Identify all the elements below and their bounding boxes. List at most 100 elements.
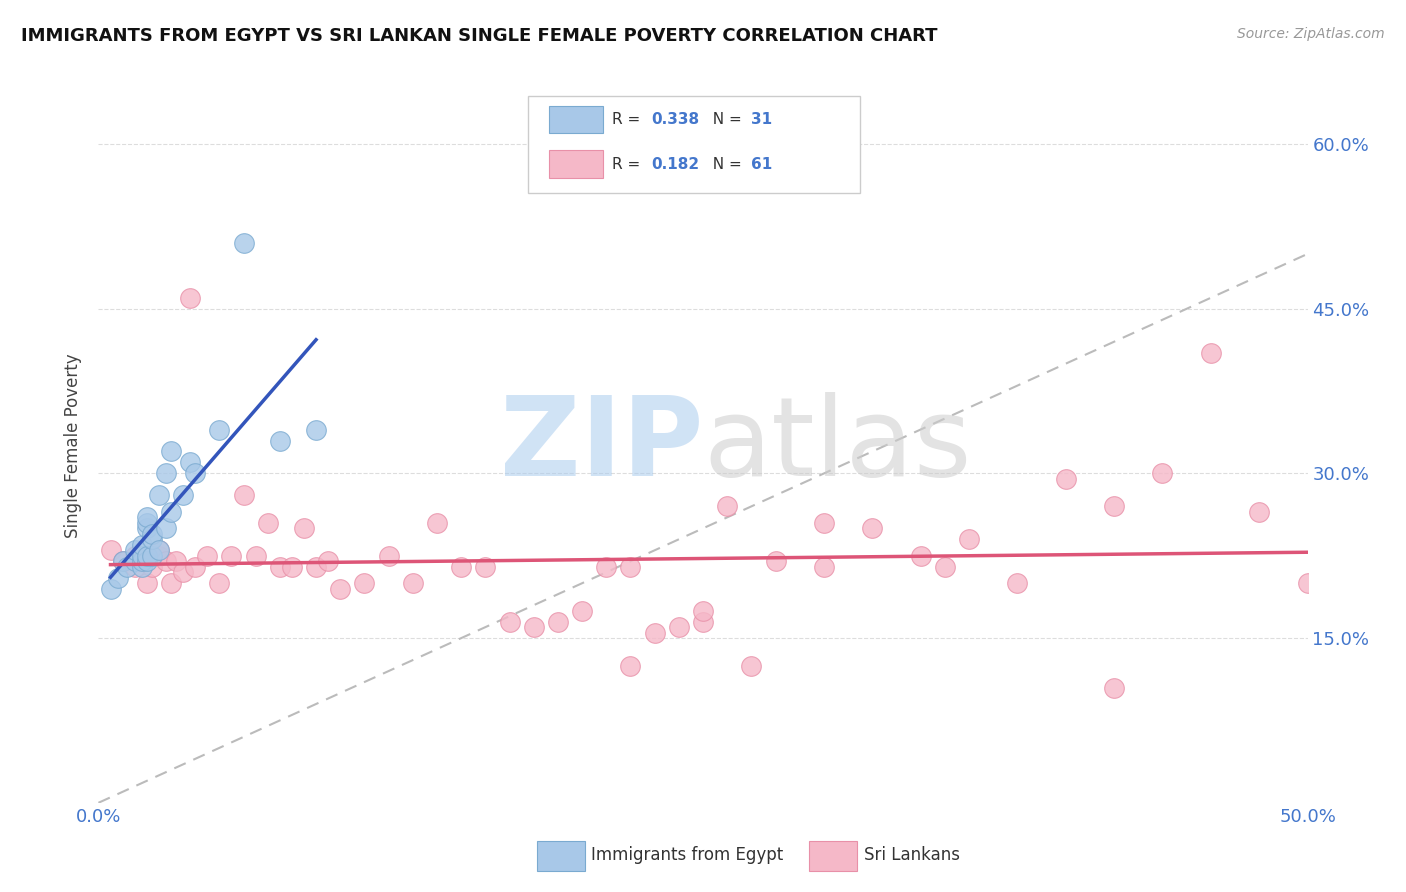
- Point: [124, 559, 146, 574]
- Point: [208, 423, 231, 437]
- Point: [571, 604, 593, 618]
- Point: [221, 549, 243, 563]
- Point: [1102, 681, 1125, 695]
- Point: [1199, 345, 1222, 359]
- Text: N =: N =: [703, 112, 747, 128]
- Point: [148, 549, 170, 563]
- Point: [716, 500, 738, 514]
- Point: [124, 554, 146, 568]
- Point: [619, 559, 641, 574]
- Point: [450, 559, 472, 574]
- Point: [172, 488, 194, 502]
- Text: 0.338: 0.338: [651, 112, 699, 128]
- Point: [305, 423, 328, 437]
- Point: [131, 554, 153, 568]
- Point: [232, 488, 254, 502]
- Point: [124, 543, 146, 558]
- Point: [160, 576, 183, 591]
- Point: [172, 566, 194, 580]
- Point: [165, 554, 187, 568]
- Point: [208, 576, 231, 591]
- Point: [292, 521, 315, 535]
- Point: [135, 516, 157, 530]
- Point: [269, 559, 291, 574]
- FancyBboxPatch shape: [810, 840, 856, 871]
- Point: [111, 554, 134, 568]
- Point: [256, 516, 278, 530]
- Text: ZIP: ZIP: [499, 392, 703, 500]
- Point: [148, 488, 170, 502]
- Point: [595, 559, 617, 574]
- Point: [155, 554, 177, 568]
- Point: [141, 526, 163, 541]
- Text: Source: ZipAtlas.com: Source: ZipAtlas.com: [1237, 27, 1385, 41]
- Point: [305, 559, 328, 574]
- Text: 0.182: 0.182: [651, 157, 699, 171]
- Point: [232, 235, 254, 250]
- Text: 61: 61: [751, 157, 773, 171]
- Point: [474, 559, 496, 574]
- Point: [184, 467, 207, 481]
- Point: [957, 533, 980, 547]
- Point: [135, 576, 157, 591]
- Point: [100, 543, 122, 558]
- Text: IMMIGRANTS FROM EGYPT VS SRI LANKAN SINGLE FEMALE POVERTY CORRELATION CHART: IMMIGRANTS FROM EGYPT VS SRI LANKAN SING…: [21, 27, 938, 45]
- FancyBboxPatch shape: [550, 150, 603, 178]
- FancyBboxPatch shape: [550, 105, 603, 134]
- Point: [1102, 500, 1125, 514]
- Point: [155, 521, 177, 535]
- Text: atlas: atlas: [703, 392, 972, 500]
- Point: [498, 615, 520, 629]
- Point: [135, 554, 157, 568]
- Point: [124, 549, 146, 563]
- Point: [523, 620, 546, 634]
- Point: [269, 434, 291, 448]
- Point: [135, 549, 157, 563]
- Text: N =: N =: [703, 157, 747, 171]
- Point: [117, 559, 139, 574]
- Point: [619, 658, 641, 673]
- Point: [160, 444, 183, 458]
- Point: [644, 625, 666, 640]
- Point: [111, 554, 134, 568]
- Point: [668, 620, 690, 634]
- Point: [1007, 576, 1029, 591]
- Point: [1249, 505, 1271, 519]
- Point: [141, 559, 163, 574]
- Point: [860, 521, 883, 535]
- Point: [245, 549, 267, 563]
- Point: [141, 549, 163, 563]
- Point: [692, 615, 714, 629]
- Point: [402, 576, 425, 591]
- Point: [426, 516, 449, 530]
- Point: [179, 455, 201, 469]
- Point: [131, 559, 153, 574]
- Point: [740, 658, 762, 673]
- Point: [1054, 472, 1077, 486]
- Point: [148, 543, 170, 558]
- Point: [910, 549, 932, 563]
- Point: [155, 467, 177, 481]
- Point: [160, 505, 183, 519]
- Point: [329, 582, 352, 596]
- Point: [316, 554, 339, 568]
- Point: [131, 549, 153, 563]
- Point: [1152, 467, 1174, 481]
- Point: [131, 538, 153, 552]
- Point: [377, 549, 399, 563]
- Point: [135, 521, 157, 535]
- Point: [131, 554, 153, 568]
- Point: [100, 582, 122, 596]
- Point: [179, 291, 201, 305]
- Point: [195, 549, 218, 563]
- Point: [813, 559, 835, 574]
- Text: R =: R =: [613, 157, 645, 171]
- Y-axis label: Single Female Poverty: Single Female Poverty: [65, 354, 83, 538]
- Point: [813, 516, 835, 530]
- Text: Immigrants from Egypt: Immigrants from Egypt: [591, 846, 783, 863]
- Text: R =: R =: [613, 112, 645, 128]
- Point: [281, 559, 304, 574]
- Text: Sri Lankans: Sri Lankans: [863, 846, 960, 863]
- Point: [353, 576, 375, 591]
- Point: [135, 510, 157, 524]
